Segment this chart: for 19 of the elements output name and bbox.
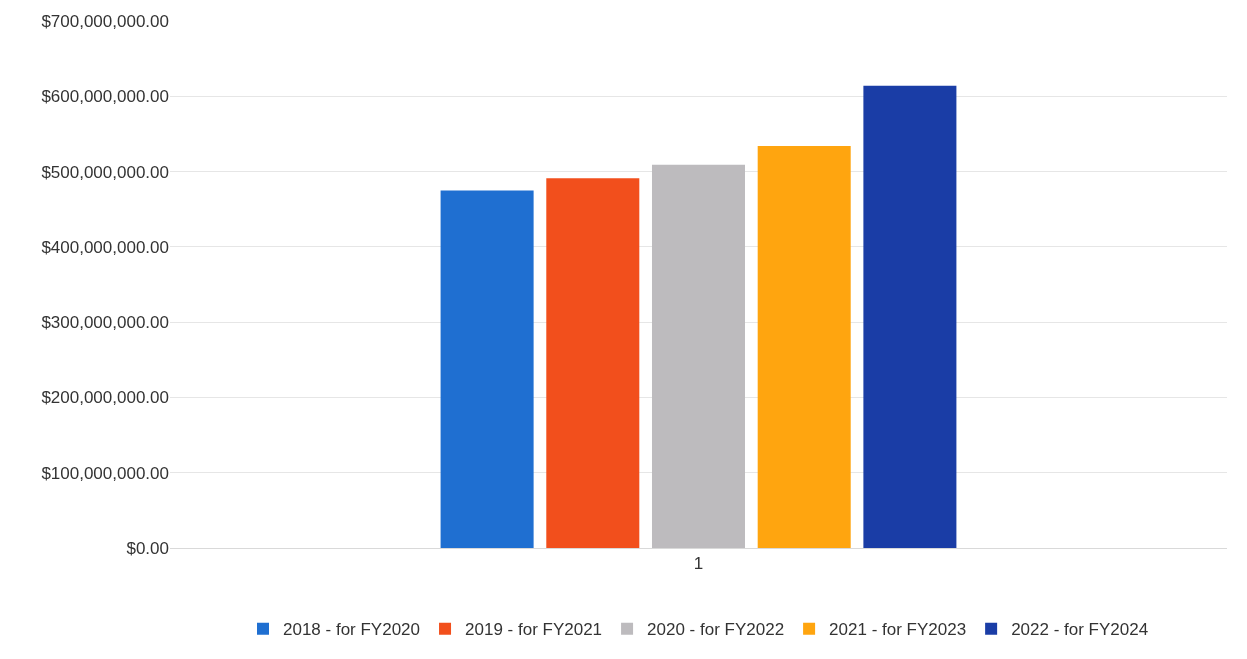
y-tick-label: $300,000,000.00 xyxy=(41,313,169,333)
bar xyxy=(757,145,851,548)
bar xyxy=(863,85,957,548)
x-tick-label: 1 xyxy=(693,554,704,574)
legend-label: 2020 - for FY2022 xyxy=(647,620,785,640)
y-tick-label: $400,000,000.00 xyxy=(41,237,169,257)
y-tick-label: $200,000,000.00 xyxy=(41,388,169,408)
bar xyxy=(440,190,534,548)
y-tick-label: $700,000,000.00 xyxy=(41,11,169,31)
y-tick-label: $600,000,000.00 xyxy=(41,87,169,107)
y-tick-label: $0.00 xyxy=(126,538,169,558)
y-tick-label: $500,000,000.00 xyxy=(41,162,169,182)
y-tick-label: $100,000,000.00 xyxy=(41,463,169,483)
legend-label: 2018 - for FY2020 xyxy=(283,620,421,640)
legend-label: 2021 - for FY2023 xyxy=(829,620,967,640)
legend-label: 2022 - for FY2024 xyxy=(1011,620,1149,640)
bar xyxy=(546,178,640,548)
legend-label: 2019 - for FY2021 xyxy=(465,620,603,640)
bar xyxy=(651,164,746,548)
